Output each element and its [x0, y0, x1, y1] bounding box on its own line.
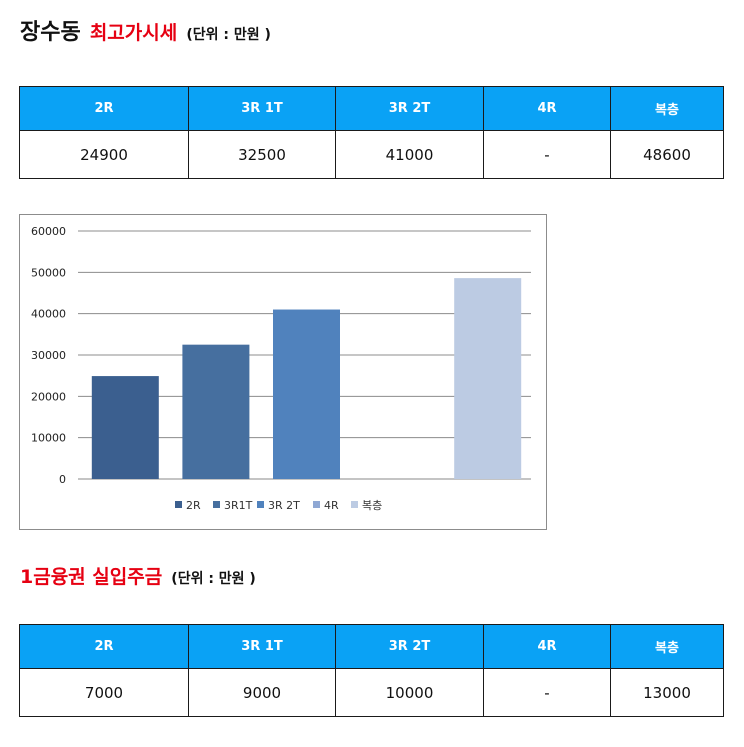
column-header: 3R 2T — [335, 624, 484, 669]
legend-swatch — [351, 501, 358, 508]
legend-swatch — [213, 501, 220, 508]
column-header: 3R 1T — [188, 624, 336, 669]
legend-label: 3R1T — [224, 499, 253, 512]
column-header: 2R — [19, 86, 189, 131]
section2-heading: 1금융권 실입주금 (단위 : 만원 ) — [20, 562, 256, 589]
table-cell: - — [483, 130, 611, 179]
table-cell: 32500 — [188, 130, 336, 179]
table-cell: - — [483, 668, 611, 717]
price-bar-chart: 0 10000 20000 30000 40000 50000 60000 2R 3R1T 3R… — [19, 214, 547, 530]
column-header: 4R — [483, 624, 611, 669]
column-header: 복층 — [610, 86, 724, 131]
column-header: 2R — [19, 624, 189, 669]
column-header: 복층 — [610, 624, 724, 669]
table-cell: 24900 — [19, 130, 189, 179]
legend-label: 복층 — [362, 499, 382, 512]
y-tick-label: 10000 — [31, 432, 66, 445]
y-tick-label: 20000 — [31, 390, 66, 403]
y-tick-label: 0 — [59, 473, 66, 486]
column-header: 4R — [483, 86, 611, 131]
legend-swatch — [313, 501, 320, 508]
table-cell: 9000 — [188, 668, 336, 717]
section2-unit: (단위 : 만원 ) — [171, 571, 256, 587]
chart-canvas: 0 10000 20000 30000 40000 50000 60000 2R 3R1T 3R… — [31, 225, 531, 512]
bar-0 — [91, 376, 159, 479]
column-header: 3R 1T — [188, 86, 336, 131]
section2-title: 1금융권 실입주금 — [20, 566, 163, 588]
legend-label: 2R — [186, 499, 201, 512]
table-cell: 10000 — [335, 668, 484, 717]
bar-2 — [273, 309, 340, 479]
legend-label: 4R — [324, 499, 339, 512]
section1-subtitle: 최고가시세 — [89, 22, 178, 44]
max-price-table: 2R 3R 1T 3R 2T 4R 복층 24900 32500 41000 -… — [19, 86, 724, 179]
section1-heading: 장수동 최고가시세 (단위 : 만원 ) — [20, 14, 271, 46]
table-cell: 48600 — [610, 130, 724, 179]
table-row: 24900 32500 41000 - 48600 — [19, 130, 724, 179]
move-in-cost-table: 2R 3R 1T 3R 2T 4R 복층 7000 9000 10000 - 1… — [19, 624, 724, 717]
table-cell: 7000 — [19, 668, 189, 717]
table-cell: 13000 — [610, 668, 724, 717]
table-row: 7000 9000 10000 - 13000 — [19, 668, 724, 717]
section1-unit: (단위 : 만원 ) — [186, 27, 271, 43]
y-tick-label: 50000 — [31, 266, 66, 279]
y-tick-label: 60000 — [31, 225, 66, 238]
table-cell: 41000 — [335, 130, 484, 179]
table-header-row: 2R 3R 1T 3R 2T 4R 복층 — [19, 624, 724, 669]
bar-4 — [454, 278, 522, 479]
section1-title: 장수동 — [20, 20, 81, 45]
bar-1 — [182, 344, 250, 479]
legend-swatch — [175, 501, 182, 508]
table-header-row: 2R 3R 1T 3R 2T 4R 복층 — [19, 86, 724, 131]
y-tick-label: 30000 — [31, 349, 66, 362]
column-header: 3R 2T — [335, 86, 484, 131]
y-tick-label: 40000 — [31, 308, 66, 321]
legend-label: 3R 2T — [268, 499, 300, 512]
legend-swatch — [257, 501, 264, 508]
